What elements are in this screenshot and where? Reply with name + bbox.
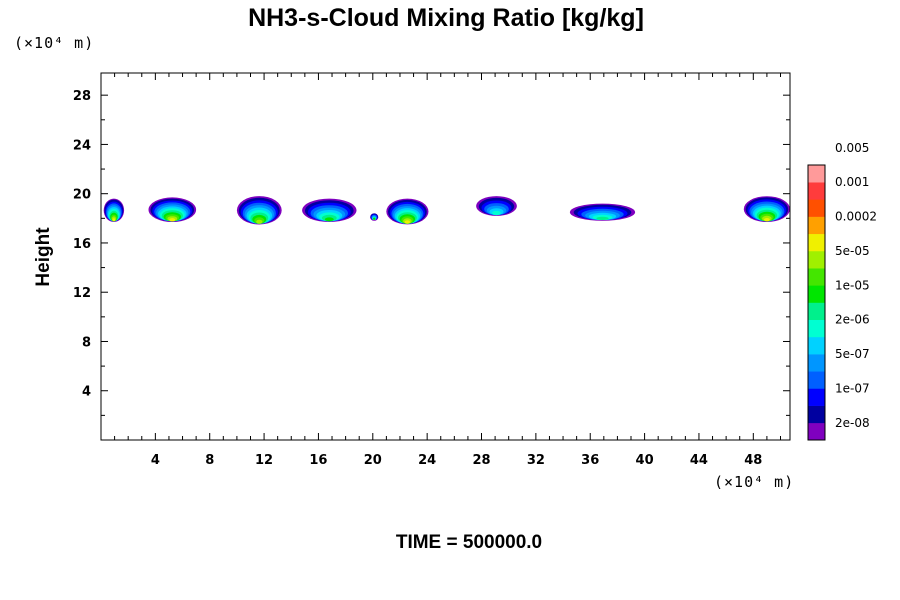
colorbar-swatch: [808, 371, 825, 389]
colorbar-swatch: [808, 302, 825, 320]
x-axis-unit: (×10⁴ m): [714, 473, 794, 491]
colorbar-label: 0.001: [835, 175, 869, 189]
cloud-7: [476, 196, 517, 216]
colorbar-swatch: [808, 422, 825, 441]
colorbar-label: 1e-05: [835, 278, 870, 292]
cloud-field: [103, 196, 791, 225]
cloud-2: [148, 197, 197, 222]
colorbar-swatch: [808, 268, 825, 286]
colorbar-label: 2e-08: [835, 416, 870, 430]
x-tick-label: 44: [690, 453, 708, 468]
x-tick-label: 16: [309, 453, 327, 468]
cloud-4: [302, 198, 357, 222]
y-tick-label: 24: [73, 138, 91, 153]
colorbar-swatch: [808, 199, 825, 217]
cloud-level: [324, 217, 334, 222]
x-tick-label: 24: [418, 453, 436, 468]
time-label: TIME = 500000.0: [396, 532, 542, 553]
colorbar: 2e-08 1e-07 5e-07 2e-06 1e-05 5e-05 0.0002 0.00…: [807, 141, 877, 441]
y-tick-label: 20: [73, 188, 91, 203]
y-axis-unit: (×10⁴ m): [14, 34, 94, 52]
cloud-5: [370, 213, 379, 221]
x-tick-label: 8: [205, 453, 214, 468]
cloud-level: [404, 220, 411, 224]
colorbar-swatch: [808, 336, 825, 355]
cloud-9: [743, 196, 791, 223]
cloud-6: [386, 198, 429, 225]
cloud-3: [236, 196, 282, 225]
y-tick-label: 4: [82, 385, 91, 400]
x-tick-label: 48: [744, 453, 762, 468]
y-tick-label: 12: [73, 286, 91, 301]
colorbar-label: 2e-06: [835, 313, 870, 327]
cloud-level: [112, 218, 116, 222]
cloud-level: [256, 219, 263, 224]
x-tick-label: 36: [581, 453, 599, 468]
x-tick-label: 12: [255, 453, 273, 468]
x-tick-label: 32: [527, 453, 545, 468]
colorbar-swatch: [808, 285, 825, 303]
cloud-8: [569, 203, 636, 221]
cloud-level: [764, 218, 770, 222]
colorbar-swatch: [808, 388, 825, 406]
colorbar-swatch: [808, 182, 825, 200]
y-tick-label: 8: [82, 335, 91, 350]
colorbar-label: 5e-07: [835, 347, 870, 361]
x-tick-label: 20: [364, 453, 382, 468]
colorbar-frame: [807, 164, 826, 441]
colorbar-label: 1e-07: [835, 381, 870, 395]
cloud-level: [373, 217, 376, 220]
cloud-level: [169, 218, 176, 222]
colorbar-swatch: [808, 233, 825, 252]
cloud-1: [103, 198, 125, 222]
colorbar-swatch: [808, 405, 825, 424]
plot-frame: [100, 72, 791, 441]
cloud-level: [596, 216, 609, 220]
x-tick-label: 28: [472, 453, 490, 468]
y-axis-label: Height: [33, 227, 54, 287]
cloud-level: [492, 210, 501, 216]
colorbar-label: 5e-05: [835, 244, 870, 258]
chart-title: NH3-s-Cloud Mixing Ratio [kg/kg]: [248, 4, 644, 32]
colorbar-swatch: [808, 216, 825, 235]
x-tick-label: 40: [636, 453, 654, 468]
y-tick-label: 16: [73, 237, 91, 252]
colorbar-label: 0.005: [835, 141, 869, 155]
x-tick-label: 4: [151, 453, 160, 468]
colorbar-swatch: [808, 354, 825, 372]
colorbar-swatch: [808, 165, 825, 183]
colorbar-label: 0.0002: [835, 210, 877, 224]
y-tick-label: 28: [73, 89, 91, 104]
colorbar-swatch: [808, 319, 825, 338]
colorbar-swatch: [808, 250, 825, 269]
